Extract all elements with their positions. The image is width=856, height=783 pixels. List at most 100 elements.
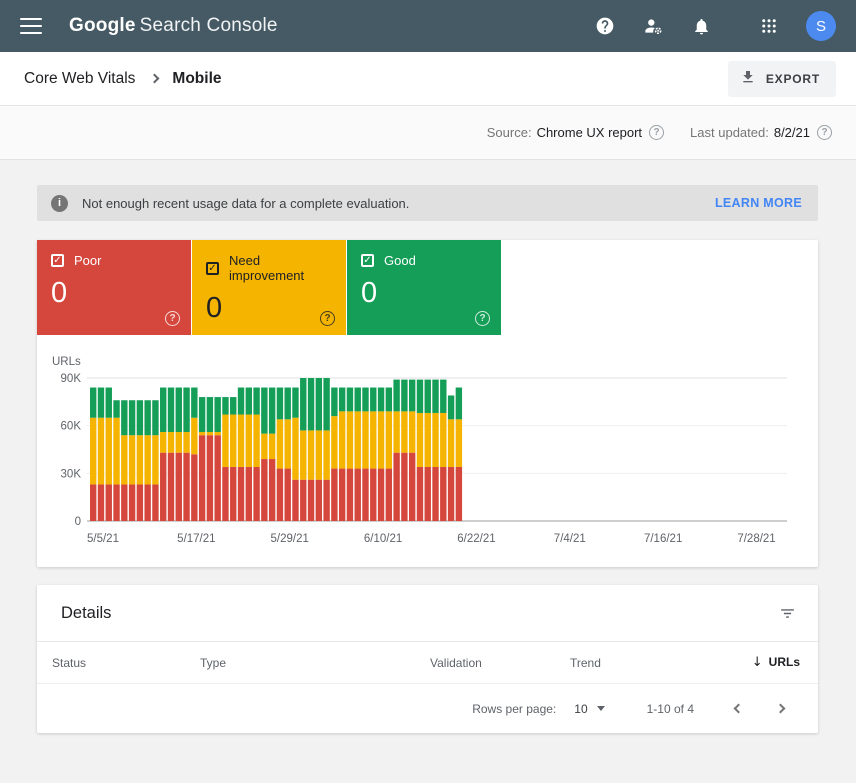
chart-bar-segment[interactable]	[346, 387, 354, 412]
chart-bar-segment[interactable]	[245, 414, 252, 467]
breadcrumb-core-web-vitals[interactable]: Core Web Vitals	[24, 69, 136, 87]
chart-bar-segment[interactable]	[222, 414, 229, 467]
manage-users-icon[interactable]	[642, 15, 664, 37]
chart-bar-segment[interactable]	[160, 432, 167, 453]
need-improvement-help-icon[interactable]: ?	[320, 311, 335, 326]
chart-bar-segment[interactable]	[268, 459, 276, 521]
chart-bar-segment[interactable]	[416, 412, 424, 467]
chart-bar-segment[interactable]	[377, 387, 385, 412]
chart-bar-segment[interactable]	[97, 484, 105, 521]
chart-bar-segment[interactable]	[323, 479, 330, 521]
good-checkbox[interactable]: ✓	[361, 254, 374, 267]
chart-bar-segment[interactable]	[393, 452, 400, 521]
chart-bar-segment[interactable]	[90, 484, 97, 521]
chart-bar-segment[interactable]	[113, 417, 120, 485]
chart-bar-segment[interactable]	[136, 484, 144, 521]
chart-bar-segment[interactable]	[416, 466, 424, 521]
chart-bar-segment[interactable]	[276, 419, 284, 469]
chart-bar-segment[interactable]	[175, 387, 182, 433]
chart-bar-segment[interactable]	[385, 411, 393, 469]
chart-bar-segment[interactable]	[300, 378, 307, 431]
chart-bar-segment[interactable]	[385, 468, 393, 521]
chart-bar-segment[interactable]	[144, 435, 151, 485]
chart-bar-segment[interactable]	[416, 379, 424, 413]
chart-bar-segment[interactable]	[230, 466, 237, 521]
chart-bar-segment[interactable]	[338, 411, 346, 469]
chart-bar-segment[interactable]	[261, 459, 268, 521]
chart-bar-segment[interactable]	[198, 432, 206, 436]
chart-bar-segment[interactable]	[160, 387, 167, 433]
avatar[interactable]: S	[806, 11, 836, 41]
chart-bar-segment[interactable]	[393, 379, 400, 412]
chart-bar-segment[interactable]	[268, 387, 276, 434]
chart-bar-segment[interactable]	[191, 454, 198, 521]
chart-bar-segment[interactable]	[128, 400, 136, 436]
chart-bar-segment[interactable]	[455, 466, 463, 521]
chart-bar-segment[interactable]	[144, 400, 151, 436]
chart-bar-segment[interactable]	[284, 387, 291, 420]
good-help-icon[interactable]: ?	[475, 311, 490, 326]
apps-grid-icon[interactable]	[758, 15, 780, 37]
chart-bar-segment[interactable]	[323, 378, 330, 431]
chart-bar-segment[interactable]	[300, 430, 307, 480]
chart-bar-segment[interactable]	[401, 452, 408, 521]
chart-bar-segment[interactable]	[370, 387, 377, 412]
chart-bar-segment[interactable]	[198, 435, 206, 521]
chart-bar-segment[interactable]	[393, 411, 400, 453]
chart-bar-segment[interactable]	[121, 435, 128, 485]
chart-bar-segment[interactable]	[276, 468, 284, 521]
chart-bar-segment[interactable]	[331, 468, 338, 521]
filter-icon[interactable]	[779, 605, 796, 622]
chart-bar-segment[interactable]	[284, 419, 291, 469]
chart-bar-segment[interactable]	[253, 414, 260, 467]
column-header-trend[interactable]: Trend	[570, 655, 601, 670]
chart-bar-segment[interactable]	[136, 435, 144, 485]
chart-bar-segment[interactable]	[377, 468, 385, 521]
chart-bar-segment[interactable]	[307, 378, 315, 431]
chart-bar-segment[interactable]	[346, 468, 354, 521]
chart-bar-segment[interactable]	[432, 412, 439, 467]
chart-bar-segment[interactable]	[455, 419, 463, 467]
chart-bar-segment[interactable]	[284, 468, 291, 521]
chart-bar-segment[interactable]	[167, 387, 175, 433]
chart-bar-segment[interactable]	[206, 432, 214, 436]
chart-bar-segment[interactable]	[214, 432, 221, 436]
menu-icon[interactable]	[20, 18, 42, 34]
chart-bar-segment[interactable]	[245, 466, 252, 521]
chart-bar-segment[interactable]	[121, 484, 128, 521]
chart-bar-segment[interactable]	[447, 395, 455, 420]
chart-bar-segment[interactable]	[175, 432, 182, 453]
chart-bar-segment[interactable]	[191, 417, 198, 455]
chart-bar-segment[interactable]	[167, 432, 175, 453]
google-search-console-logo[interactable]: Google Search Console	[69, 15, 278, 37]
chart-bar-segment[interactable]	[237, 466, 245, 521]
chart-bar-segment[interactable]	[276, 387, 284, 420]
chart-bar-segment[interactable]	[338, 468, 346, 521]
column-header-status[interactable]: Status	[52, 655, 87, 670]
poor-card[interactable]: ✓ Poor 0 ?	[37, 240, 191, 335]
chart-bar-segment[interactable]	[253, 387, 260, 415]
chart-bar-segment[interactable]	[230, 397, 237, 415]
chart-bar-segment[interactable]	[447, 419, 455, 467]
poor-checkbox[interactable]: ✓	[51, 254, 64, 267]
chart-bar-segment[interactable]	[167, 452, 175, 521]
good-card[interactable]: ✓ Good 0 ?	[347, 240, 501, 335]
chart-bar-segment[interactable]	[408, 379, 416, 412]
chart-bar-segment[interactable]	[338, 387, 346, 412]
chart-bar-segment[interactable]	[362, 387, 369, 412]
chart-bar-segment[interactable]	[354, 411, 361, 469]
column-header-validation[interactable]: Validation	[430, 655, 482, 670]
chart-bar-segment[interactable]	[206, 397, 214, 433]
chart-bar-segment[interactable]	[206, 435, 214, 521]
chart-bar-segment[interactable]	[237, 414, 245, 467]
chart-bar-segment[interactable]	[447, 466, 455, 521]
chart-bar-segment[interactable]	[105, 417, 112, 485]
export-button[interactable]: EXPORT	[727, 60, 836, 97]
chart-bar-segment[interactable]	[315, 430, 323, 480]
chart-bar-segment[interactable]	[424, 379, 431, 413]
chart-bar-segment[interactable]	[97, 387, 105, 418]
chart-bar-segment[interactable]	[370, 468, 377, 521]
chart-bar-segment[interactable]	[113, 400, 120, 418]
chart-bar-segment[interactable]	[424, 466, 431, 521]
chart-bar-segment[interactable]	[307, 479, 315, 521]
